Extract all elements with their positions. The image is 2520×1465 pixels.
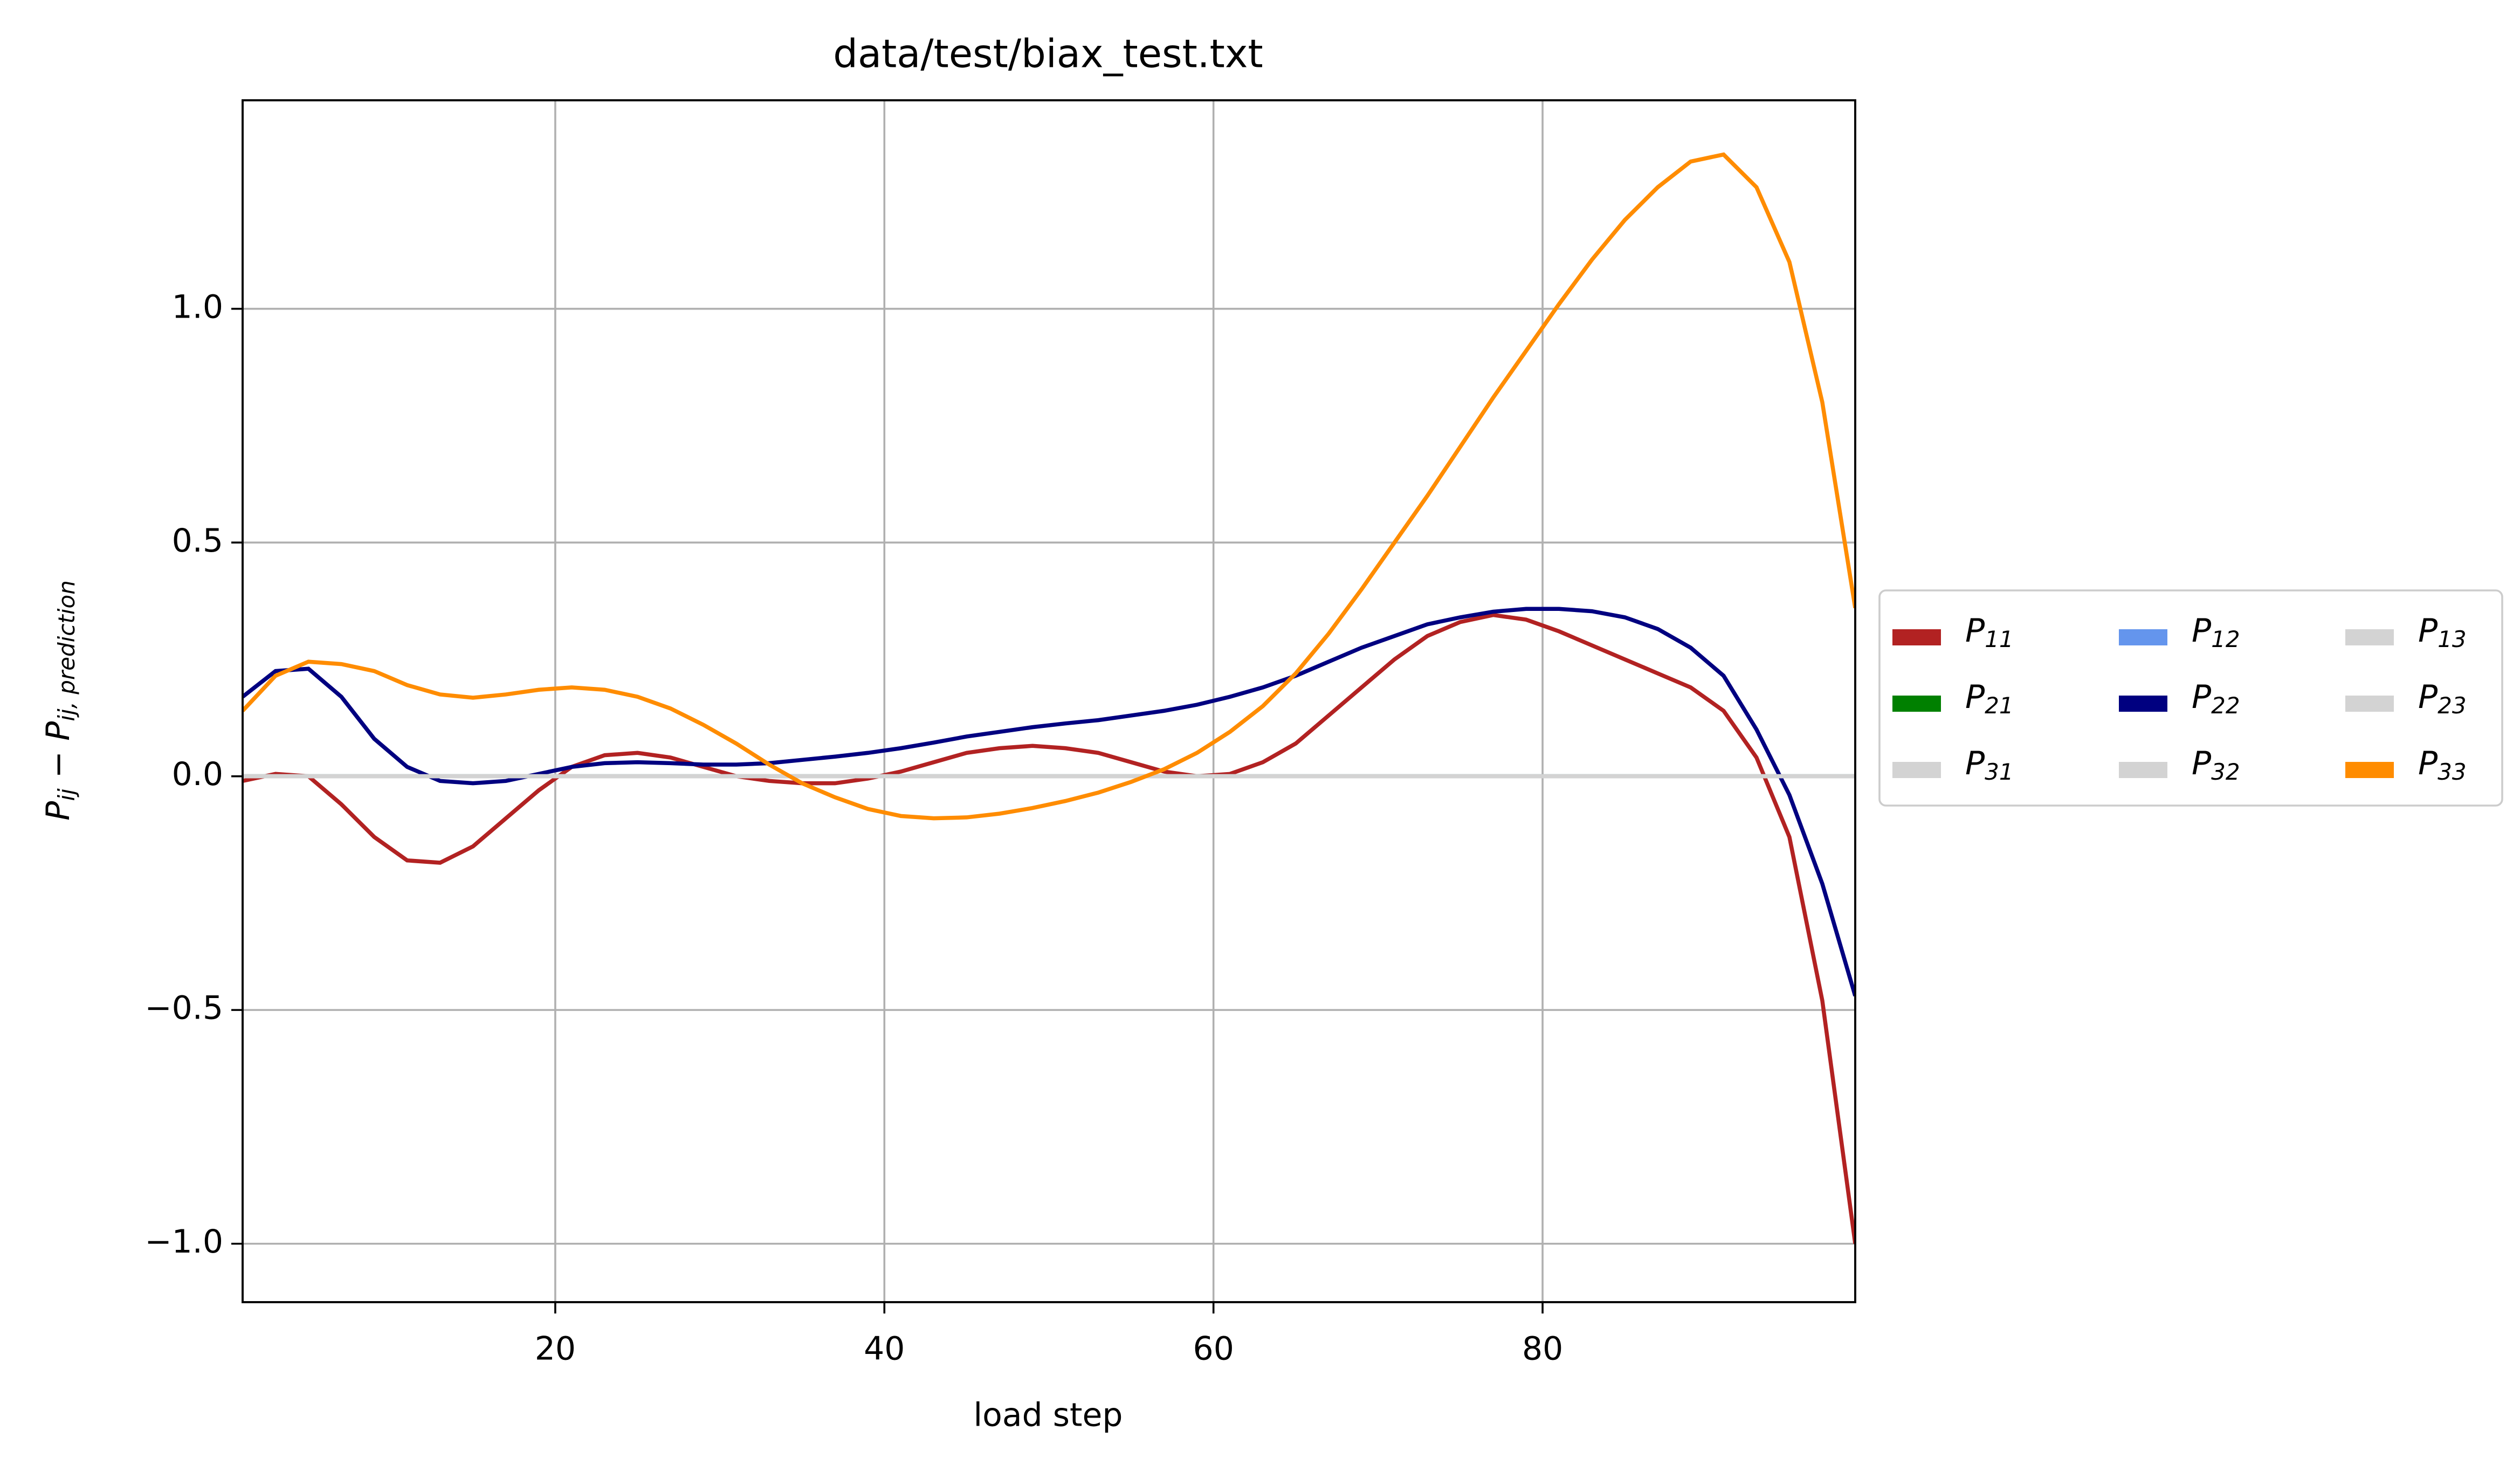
legend-label: P13 (2418, 612, 2467, 652)
legend-label: P33 (2418, 745, 2467, 785)
legend-label: P31 (1965, 745, 2014, 785)
y-tick-label: −1.0 (144, 1223, 223, 1261)
legend-swatch (2118, 629, 2167, 645)
data-line (243, 613, 1855, 1244)
y-tick-label: 0.0 (172, 755, 223, 793)
legend-label: P22 (2192, 678, 2240, 719)
plot-frame (242, 99, 1856, 1303)
legend-swatch (2345, 761, 2394, 778)
legend-label: P21 (1965, 678, 2014, 719)
x-tick-label: 40 (864, 1330, 905, 1368)
legend-swatch (2118, 695, 2167, 712)
x-axis-label: load step (973, 1397, 1123, 1434)
legend-label: P23 (2418, 678, 2467, 719)
data-line (243, 607, 1855, 997)
y-axis-label: Pij − Pij, prediction (39, 580, 80, 821)
y-tick-label: −0.5 (144, 989, 223, 1027)
legend-swatch (2345, 629, 2394, 645)
x-tick-label: 60 (1193, 1330, 1234, 1368)
legend-label: P32 (2192, 745, 2240, 785)
legend-label: P11 (1965, 612, 2014, 652)
legend-swatch (1892, 629, 1941, 645)
legend-swatch (1892, 695, 1941, 712)
legend-swatch (2345, 695, 2394, 712)
x-tick-label: 80 (1522, 1330, 1563, 1368)
legend-label: P12 (2192, 612, 2240, 652)
chart-title: data/test/biax_test.txt (833, 31, 1263, 77)
legend-swatch (1892, 761, 1941, 778)
y-tick-label: 1.0 (172, 288, 223, 326)
legend-swatch (2118, 761, 2167, 778)
y-tick-label: 0.5 (172, 522, 223, 560)
x-tick-label: 20 (535, 1330, 576, 1368)
data-line (243, 152, 1855, 821)
